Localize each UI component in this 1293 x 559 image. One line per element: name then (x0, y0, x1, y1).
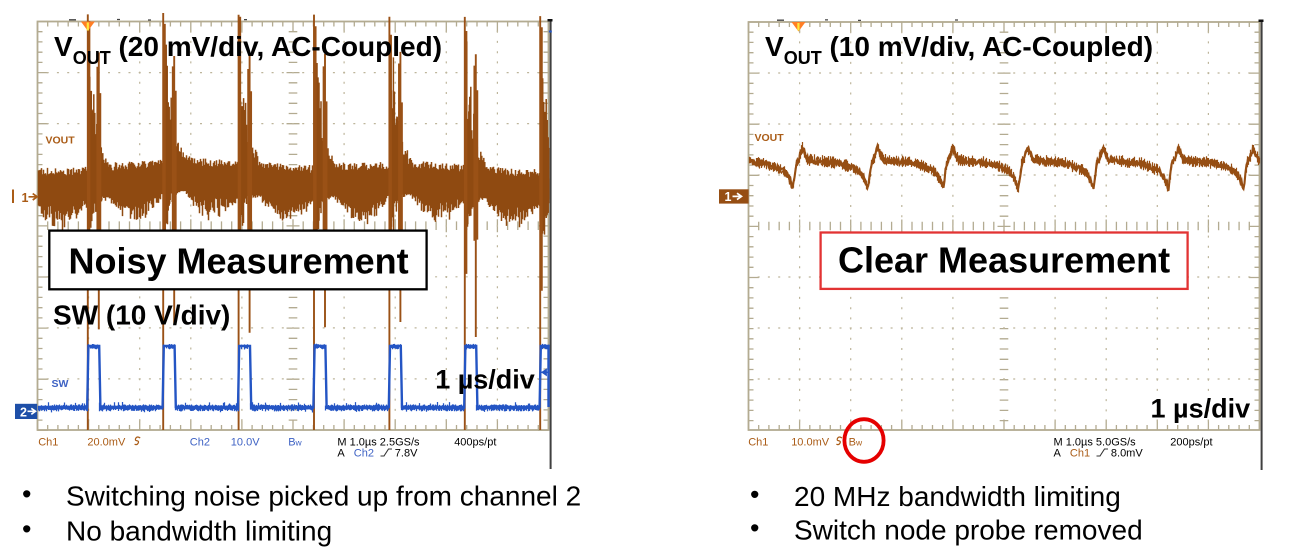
svg-text:A: A (337, 448, 345, 460)
svg-text:1: 1 (22, 191, 29, 205)
svg-text:200ps/pt: 200ps/pt (1170, 437, 1212, 449)
svg-text:Ch2: Ch2 (190, 437, 210, 449)
svg-text:10.0mV: 10.0mV (791, 437, 830, 449)
svg-text:10.0V: 10.0V (231, 437, 260, 449)
svg-text:2: 2 (20, 405, 27, 419)
svg-text:Ch1: Ch1 (1070, 448, 1090, 460)
svg-text:Switch node probe removed: Switch node probe removed (794, 514, 1143, 545)
svg-text:Ch1: Ch1 (38, 437, 58, 449)
svg-text:VOUT (10 mV/div, AC-Coupled): VOUT (10 mV/div, AC-Coupled) (765, 31, 1153, 68)
svg-text:Ch2: Ch2 (354, 448, 374, 460)
svg-text:•: • (22, 514, 31, 544)
svg-text:•: • (750, 513, 759, 543)
svg-text:Ch1: Ch1 (748, 437, 768, 449)
svg-text:SW (10 V/div): SW (10 V/div) (53, 300, 230, 331)
svg-text:M 1.0µs 2.5GS/s: M 1.0µs 2.5GS/s (337, 437, 420, 449)
svg-text:Noisy Measurement: Noisy Measurement (69, 241, 409, 282)
svg-text:•: • (22, 479, 31, 509)
svg-text:Bw: Bw (849, 437, 863, 449)
svg-text:M 1.0µs 5.0GS/s: M 1.0µs 5.0GS/s (1054, 437, 1137, 449)
svg-text:400ps/pt: 400ps/pt (454, 437, 496, 449)
svg-text:No bandwidth limiting: No bandwidth limiting (66, 515, 332, 546)
svg-text:VOUT: VOUT (46, 135, 76, 147)
svg-text:Switching noise picked up from: Switching noise picked up from channel 2 (66, 480, 581, 511)
svg-text:1 µs/div: 1 µs/div (1151, 394, 1251, 424)
svg-text:8.0mV: 8.0mV (1111, 448, 1143, 460)
svg-text:SW: SW (52, 378, 69, 390)
svg-text:•: • (750, 480, 759, 510)
svg-text:Bw: Bw (288, 437, 302, 449)
svg-text:1: 1 (725, 190, 732, 204)
svg-text:VOUT: VOUT (755, 132, 785, 144)
svg-text:A: A (1054, 448, 1062, 460)
svg-text:20.0mV: 20.0mV (87, 437, 126, 449)
svg-text:VOUT (20 mV/div, AC-Coupled): VOUT (20 mV/div, AC-Coupled) (54, 31, 442, 68)
svg-text:7.8V: 7.8V (395, 448, 418, 460)
svg-text:20 MHz bandwidth limiting: 20 MHz bandwidth limiting (794, 481, 1121, 512)
svg-text:1 µs/div: 1 µs/div (435, 365, 535, 395)
svg-text:Clear Measurement: Clear Measurement (838, 240, 1170, 281)
